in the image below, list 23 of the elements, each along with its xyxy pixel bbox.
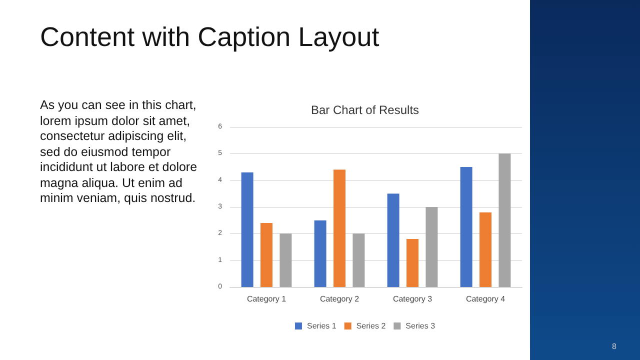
- bar: [387, 194, 400, 287]
- bar: [334, 170, 346, 287]
- legend-label: Series 3: [406, 322, 436, 330]
- bar: [426, 207, 438, 287]
- bar: [260, 223, 272, 287]
- legend-label: Series 1: [306, 322, 337, 330]
- bar: [314, 220, 326, 287]
- bar: [480, 212, 492, 287]
- x-tick-label: Category 3: [392, 294, 433, 304]
- bar: [406, 239, 418, 287]
- x-tick-label: Category 2: [320, 294, 360, 304]
- x-tick-label: Category 1: [246, 294, 287, 304]
- text: Content with Caption Layout: [40, 22, 380, 53]
- text: 8: [612, 342, 616, 351]
- x-tick-label: Category 4: [466, 294, 506, 304]
- text: As you can see in this chart, lorem ipsum dolor sit amet, consectetur adipiscing elit, sed do eiusmod tempor incididunt ut labore et dolore magna aliqua. Ut enim ad minim veniam, quis nostrud.: [40, 98, 198, 206]
- chart-title: Bar Chart of Results: [310, 103, 420, 117]
- bar: [280, 234, 292, 287]
- legend-label: Series 2: [356, 322, 386, 330]
- bar: [460, 167, 472, 287]
- bar: [498, 154, 511, 287]
- bar: [352, 234, 365, 287]
- bar: [241, 172, 254, 287]
